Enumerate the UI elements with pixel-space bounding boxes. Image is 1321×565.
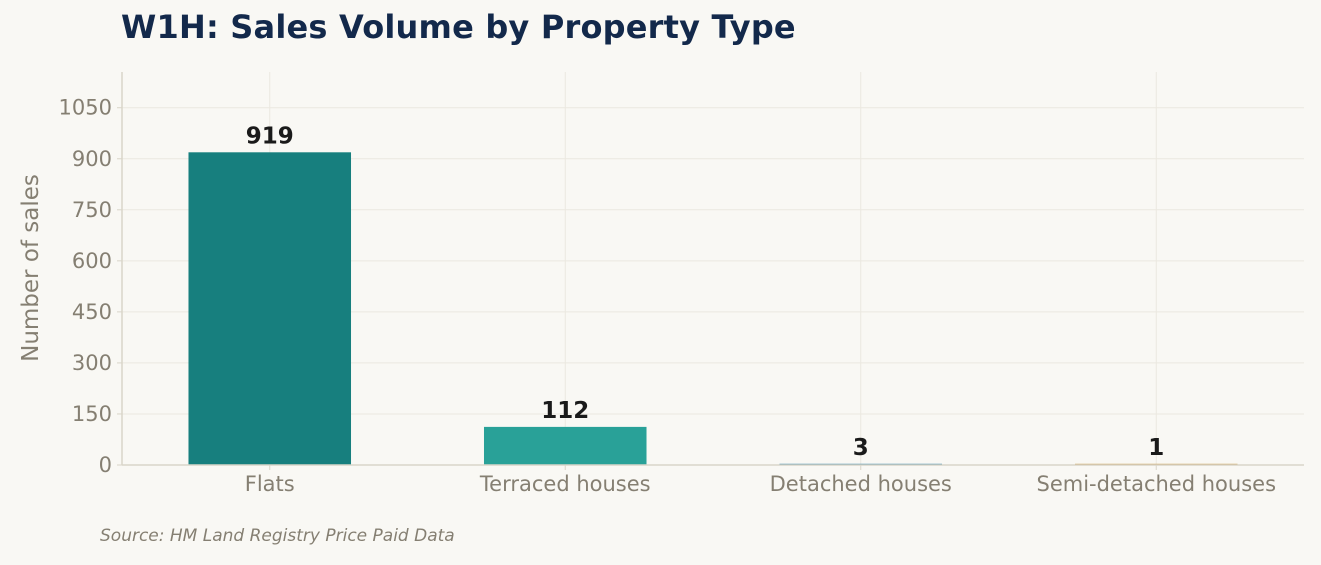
x-tick-label: Detached houses: [770, 472, 952, 496]
x-tick-label: Flats: [245, 472, 295, 496]
y-tick-label: 750: [72, 198, 112, 222]
x-tick-label: Semi-detached houses: [1036, 472, 1276, 496]
y-tick-label: 450: [72, 300, 112, 324]
axes: [117, 72, 1304, 470]
data-label: 3: [853, 435, 869, 461]
y-axis-title: Number of sales: [18, 174, 44, 362]
source-note: Source: HM Land Registry Price Paid Data: [100, 526, 455, 546]
y-tick-label: 900: [72, 147, 112, 171]
y-tick-label: 300: [72, 351, 112, 375]
bar: [188, 152, 352, 465]
bars: [188, 152, 1238, 465]
bar: [483, 426, 647, 465]
data-label: 112: [541, 398, 589, 424]
y-tick-label: 0: [99, 453, 112, 477]
y-tick-label: 600: [72, 249, 112, 273]
labels: 0 150 300 450 600 750 900 1050 919 Flats 112 Terrac…: [59, 96, 1276, 496]
data-label: 919: [246, 123, 294, 149]
y-tick-label: 150: [72, 402, 112, 426]
y-tick-label: 1050: [59, 96, 112, 120]
chart-title: W1H: Sales Volume by Property Type: [121, 8, 796, 46]
data-label: 1: [1148, 435, 1164, 461]
x-tick-label: Terraced houses: [479, 472, 651, 496]
